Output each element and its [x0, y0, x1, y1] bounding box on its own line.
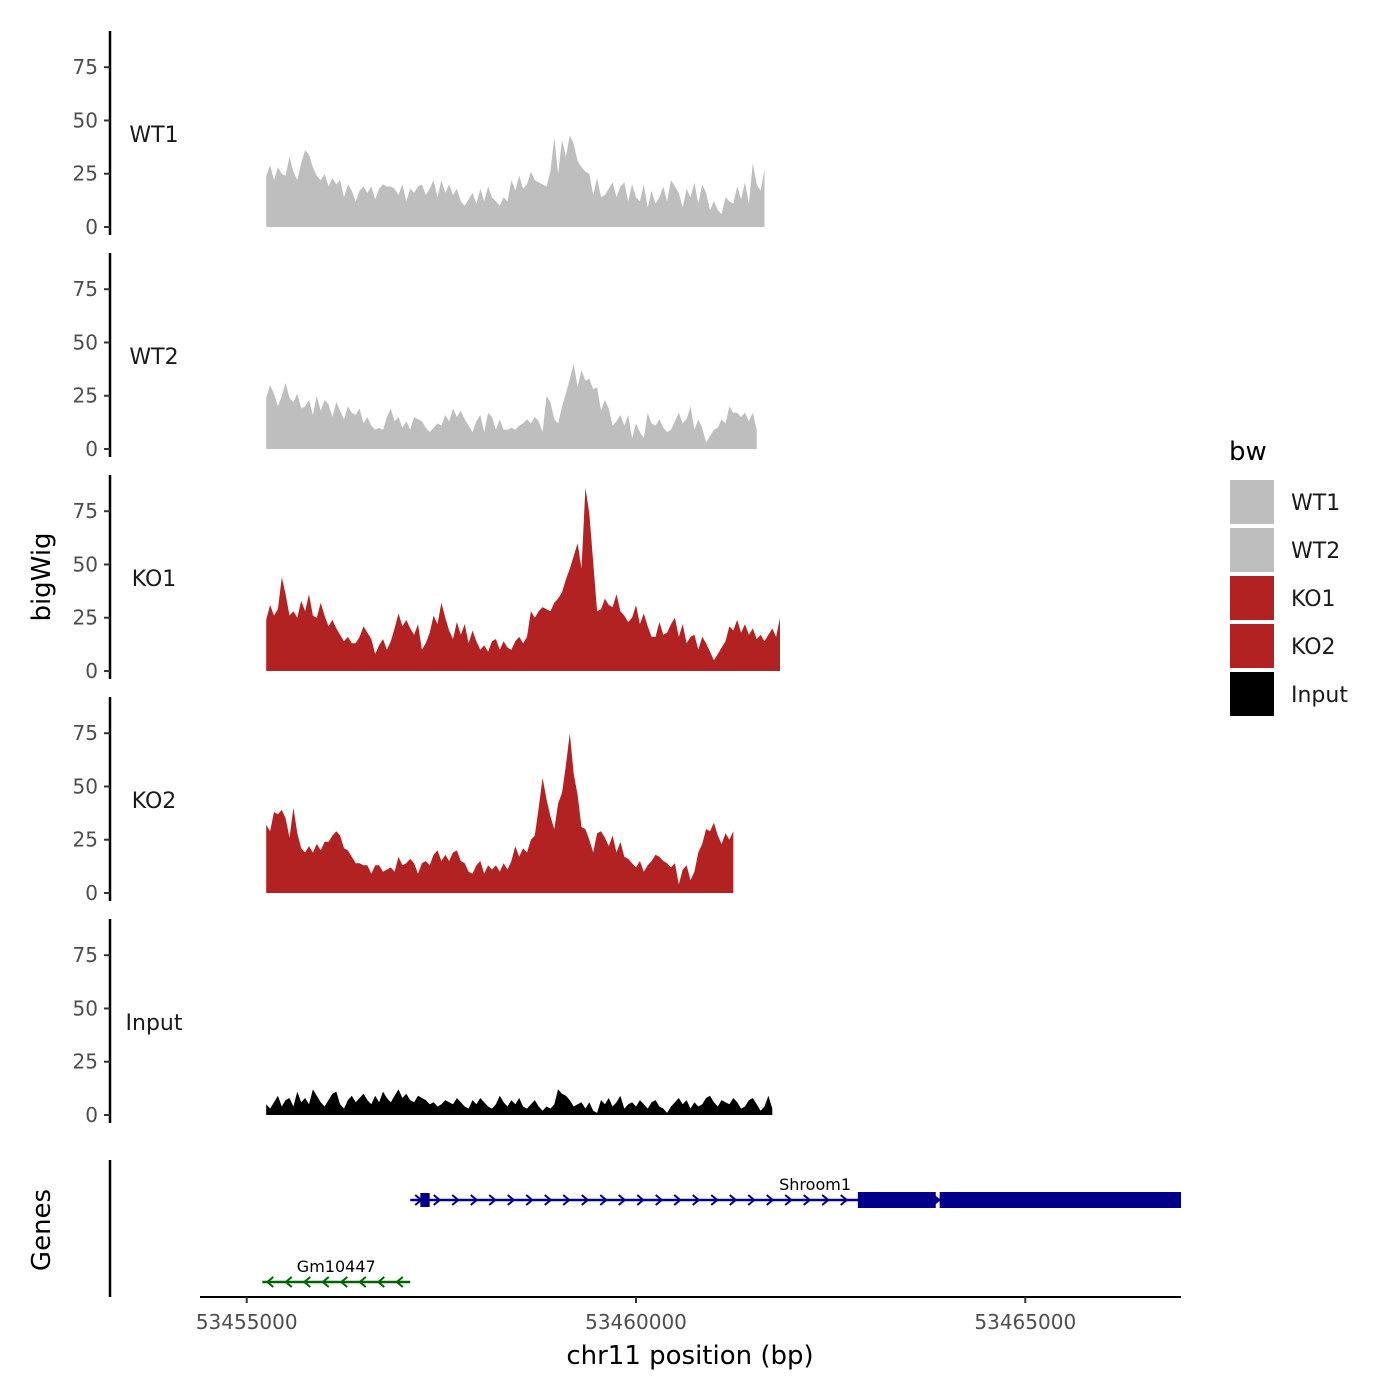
gene-exon [939, 1192, 1181, 1208]
legend-key-ko2 [1230, 624, 1274, 668]
panel-label-ko2: KO2 [132, 789, 177, 814]
track-panels: 0 25 50 75 WT1 0 25 50 75 WT2 0 25 50 75 KO1 0 25 50 75 KO2… [73, 31, 780, 1127]
strand-arrow [433, 1194, 442, 1206]
panel-label-input: Input [126, 1011, 183, 1036]
legend-key-wt1 [1230, 480, 1274, 524]
strand-arrow [655, 1194, 664, 1206]
track-panel-ko2: 0 25 50 75 KO2 [73, 697, 734, 905]
coverage-area-ko2 [266, 733, 734, 893]
coverage-area-ko1 [266, 487, 780, 671]
panel-label-wt1: WT1 [129, 123, 178, 148]
y-tick-label: 75 [73, 721, 98, 745]
strand-arrow [618, 1194, 627, 1206]
y-tick-label: 75 [73, 277, 98, 301]
y-tick-label: 25 [73, 606, 98, 630]
track-panel-input: 0 25 50 75 Input [73, 919, 773, 1127]
strand-arrow [710, 1194, 719, 1206]
strand-arrow [470, 1194, 479, 1206]
genes-axis-title: Genes [27, 1189, 57, 1271]
legend: bw WT1 WT2 KO1 KO2 Input [1229, 437, 1348, 716]
coverage-area-wt2 [266, 363, 757, 449]
y-tick-label: 75 [73, 943, 98, 967]
y-tick-label: 75 [73, 55, 98, 79]
legend-label-ko2: KO2 [1291, 635, 1336, 660]
gene-exon [420, 1193, 430, 1207]
strand-arrow [562, 1194, 571, 1206]
strand-arrow [339, 1276, 348, 1288]
strand-arrow [729, 1194, 738, 1206]
legend-title: bw [1229, 437, 1267, 467]
x-axis: 53455000 53460000 53465000 [196, 1296, 1181, 1334]
y-tick-label: 25 [73, 384, 98, 408]
strand-arrow [784, 1194, 793, 1206]
track-panel-wt1: 0 25 50 75 WT1 [73, 31, 765, 239]
strand-arrow [803, 1194, 812, 1206]
strand-arrow [692, 1194, 701, 1206]
strand-arrow [840, 1194, 849, 1206]
legend-key-ko1 [1230, 576, 1274, 620]
legend-label-wt1: WT1 [1291, 491, 1340, 516]
strand-arrow [376, 1276, 385, 1288]
strand-arrow [507, 1194, 516, 1206]
legend-label-wt2: WT2 [1291, 539, 1340, 564]
y-tick-label: 0 [85, 1103, 98, 1127]
gene-exon [857, 1192, 936, 1208]
strand-arrow [673, 1194, 682, 1206]
y-tick-label: 0 [85, 437, 98, 461]
x-tick-label: 53455000 [196, 1310, 298, 1334]
strand-arrow [451, 1194, 460, 1206]
legend-label-ko1: KO1 [1291, 587, 1336, 612]
track-panel-ko1: 0 25 50 75 KO1 [73, 475, 780, 683]
y-tick-label: 75 [73, 499, 98, 523]
coverage-area-input [266, 1089, 773, 1115]
gene-gm10447: Gm10447 [262, 1257, 411, 1288]
y-axis-title: bigWig [27, 532, 57, 621]
strand-arrow [358, 1276, 367, 1288]
y-tick-label: 0 [85, 215, 98, 239]
y-tick-label: 50 [73, 996, 98, 1020]
x-tick-label: 53465000 [974, 1310, 1076, 1334]
gene-label: Gm10447 [297, 1257, 376, 1276]
panel-label-wt2: WT2 [129, 345, 178, 370]
x-tick-label: 53460000 [585, 1310, 687, 1334]
strand-arrow [581, 1194, 590, 1206]
y-tick-label: 50 [73, 330, 98, 354]
y-tick-label: 0 [85, 881, 98, 905]
y-tick-label: 50 [73, 108, 98, 132]
strand-arrow [636, 1194, 645, 1206]
y-tick-label: 0 [85, 659, 98, 683]
panel-label-ko1: KO1 [132, 567, 177, 592]
strand-arrow [747, 1194, 756, 1206]
genes-panel: Gm10447 Shroom1 [108, 1160, 1181, 1297]
gene-shroom1: Shroom1 [410, 1175, 1181, 1208]
strand-arrow [395, 1276, 404, 1288]
strand-arrow [284, 1276, 293, 1288]
y-tick-label: 50 [73, 774, 98, 798]
y-tick-label: 25 [73, 162, 98, 186]
x-axis-title: chr11 position (bp) [566, 1341, 813, 1371]
strand-arrow [265, 1276, 274, 1288]
strand-arrow [544, 1194, 553, 1206]
strand-arrow [821, 1194, 830, 1206]
legend-label-input: Input [1291, 683, 1348, 708]
coverage-area-wt1 [266, 135, 765, 227]
strand-arrow [302, 1276, 311, 1288]
gene-label: Shroom1 [779, 1175, 851, 1194]
y-tick-label: 25 [73, 828, 98, 852]
legend-key-wt2 [1230, 528, 1274, 572]
y-tick-label: 50 [73, 552, 98, 576]
strand-arrow [766, 1194, 775, 1206]
strand-arrow [321, 1276, 330, 1288]
strand-arrow [599, 1194, 608, 1206]
strand-arrow [488, 1194, 497, 1206]
track-panel-wt2: 0 25 50 75 WT2 [73, 253, 757, 461]
strand-arrow [525, 1194, 534, 1206]
y-tick-label: 25 [73, 1050, 98, 1074]
legend-key-input [1230, 672, 1274, 716]
